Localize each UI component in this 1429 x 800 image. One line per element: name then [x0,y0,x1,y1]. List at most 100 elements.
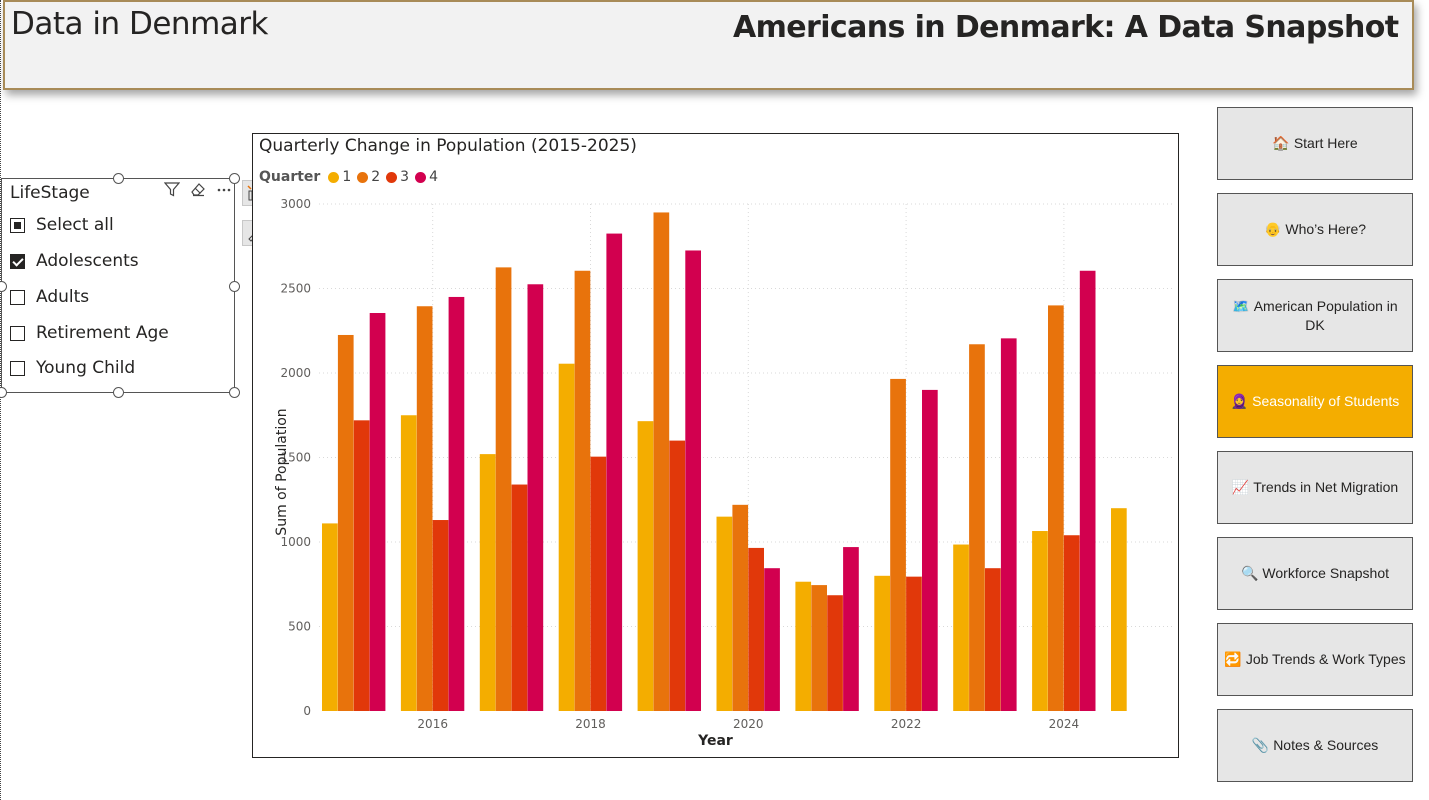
slicer-header-icons [163,182,232,201]
lifestage-slicer[interactable]: LifeStage Select all Adolescents Adults … [1,178,235,393]
x-tick-label: 2024 [1049,717,1080,731]
nav-seasonality-of-students-button[interactable]: 🧕 Seasonality of Students [1217,365,1413,438]
nav-label: Start Here [1293,135,1358,152]
canvas-selection-edge [0,0,1,800]
bar-2021-q2 [811,585,827,711]
bar-2022-q1 [874,575,890,711]
slicer-item-retirement-age[interactable]: Retirement Age [10,320,169,346]
nav-label: American Population in DK [1253,297,1398,333]
slicer-item-adults[interactable]: Adults [10,284,89,310]
chart-title: Quarterly Change in Population (2015-202… [259,136,637,156]
y-tick-label: 2000 [280,366,311,380]
bar-2017-q2 [495,267,512,711]
legend-item[interactable]: 4 [415,169,438,185]
eraser-icon[interactable] [190,182,206,201]
population-chart[interactable]: Quarterly Change in Population (2015-202… [252,133,1179,758]
slicer-item-label: Retirement Age [36,323,169,343]
legend-title: Quarter [259,169,321,185]
bar-2021-q1 [795,581,812,711]
legend-swatch [415,171,427,183]
nav-label: Workforce Snapshot [1262,565,1390,582]
slicer-item-label: Adolescents [36,251,139,271]
bar-2015-q4 [369,313,386,711]
bar-2024-q4 [1079,270,1096,711]
resize-handle[interactable] [0,281,7,292]
paperclip-icon: 📎 [1251,737,1270,754]
y-tick-label: 3000 [280,197,311,211]
legend-swatch [386,171,398,183]
legend-swatch [328,171,340,183]
resize-handle[interactable] [229,387,240,398]
legend-label: 3 [400,169,410,185]
bar-2021-q4 [843,547,859,711]
slicer-item-young-child[interactable]: Young Child [10,355,135,381]
resize-handle[interactable] [113,387,124,398]
bar-2023-q4 [1000,338,1017,711]
nav-american-population-button[interactable]: 🗺️ American Population in DK [1217,279,1413,352]
bar-2019-q2 [653,212,670,711]
checkbox-partial-icon[interactable] [10,217,25,233]
y-tick-label: 1500 [280,451,311,465]
bar-2019-q3 [669,440,686,711]
resize-handle[interactable] [229,281,240,292]
bar-2017-q3 [511,484,528,711]
more-options-icon[interactable] [216,182,232,201]
chart-plot-area: 0 500 1000 1500 2000 2500 3000 2016 2018 2020 2022… [280,197,1173,731]
nav-notes-sources-button[interactable]: 📎 Notes & Sources [1217,709,1413,782]
x-tick-label: 2020 [733,717,764,731]
bar-2016-q4 [448,296,465,711]
bar-2025-q1 [1111,508,1127,711]
nav-label: Who’s Here? [1285,221,1367,238]
bar-2018-q3 [590,456,607,711]
bar-2020-q4 [764,568,780,711]
nav-label: Job Trends & Work Types [1245,651,1406,668]
magnifier-icon: 🔍 [1240,565,1259,582]
legend-item[interactable]: 1 [328,169,351,185]
slicer-item-label: Young Child [36,358,136,378]
filter-icon[interactable] [163,182,181,201]
bar-2020-q1 [716,516,733,711]
nav-whos-here-button[interactable]: 👴 Who’s Here? [1217,193,1413,266]
legend-item[interactable]: 3 [386,169,409,185]
bar-2018-q4 [606,233,623,711]
bar-2016-q2 [416,306,433,711]
slicer-item-adolescents[interactable]: Adolescents [10,248,139,274]
nav-trends-net-migration-button[interactable]: 📈 Trends in Net Migration [1217,451,1413,524]
resize-handle[interactable] [229,173,240,184]
slicer-item-select-all[interactable]: Select all [10,212,114,238]
bar-2024-q2 [1048,305,1064,711]
y-tick-label: 500 [288,620,311,634]
bar-2024-q1 [1032,531,1048,711]
checkbox-checked-icon[interactable] [10,253,25,269]
bar-2018-q1 [558,363,575,711]
checkbox-icon[interactable] [10,360,25,376]
slicer-title: LifeStage [10,183,90,203]
student-icon: 🧕 [1230,393,1249,410]
nav-start-here-button[interactable]: 🏠 Start Here [1217,107,1413,180]
checkbox-icon[interactable] [10,289,25,305]
bar-2023-q1 [953,544,969,711]
bar-2023-q2 [969,344,985,711]
y-tick-label: 0 [303,704,311,718]
legend-label: 1 [342,169,352,185]
house-icon: 🏠 [1272,135,1290,152]
y-tick-label: 2500 [280,282,311,296]
nav-job-trends-button[interactable]: 🔁 Job Trends & Work Types [1217,623,1413,696]
resize-handle[interactable] [0,387,7,398]
nav-workforce-snapshot-button[interactable]: 🔍 Workforce Snapshot [1217,537,1413,610]
brand-name: Data in Denmark [11,6,268,42]
legend-label: 2 [371,169,381,185]
header-banner: Data in Denmark Americans in Denmark: A … [3,0,1414,90]
legend-item[interactable]: 2 [357,169,380,185]
resize-handle[interactable] [113,173,124,184]
checkbox-icon[interactable] [10,325,25,341]
bar-2019-q4 [685,250,701,711]
chart-legend: Quarter 1 2 3 4 [259,169,444,185]
x-tick-label: 2022 [891,717,922,731]
x-axis-label: Year [698,733,733,749]
legend-label: 4 [429,169,438,185]
bar-2020-q2 [732,504,749,711]
y-axis-label: Sum of Population [274,408,290,536]
x-tick-label: 2018 [575,717,606,731]
legend-swatch [357,171,369,183]
